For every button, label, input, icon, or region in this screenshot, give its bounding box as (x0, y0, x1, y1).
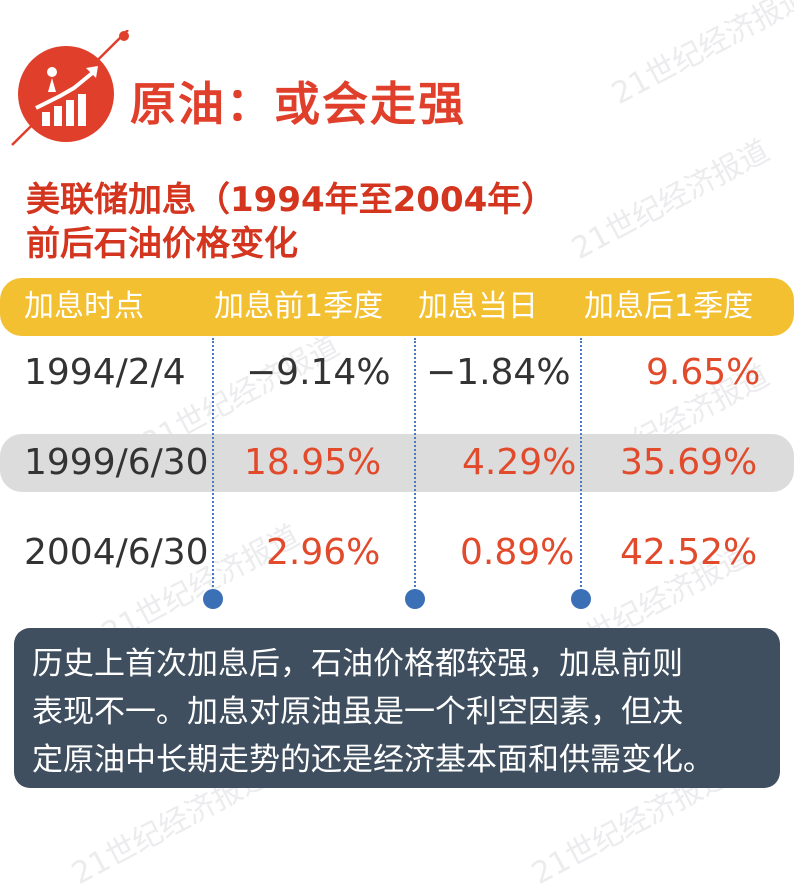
divider-dot (405, 589, 425, 609)
cell-day: −1.84% (426, 352, 571, 393)
table-header: 加息时点 加息前1季度 加息当日 加息后1季度 (0, 278, 794, 336)
cell-date: 2004/6/30 (24, 532, 209, 573)
subtitle: 美联储加息（1994年至2004年） 前后石油价格变化 (26, 178, 555, 266)
cell-after: 9.65% (646, 352, 761, 393)
cell-date: 1994/2/4 (24, 352, 186, 393)
cell-after: 42.52% (620, 532, 758, 573)
column-header: 加息当日 (418, 289, 538, 324)
runner-rising-chart-logo-icon (11, 29, 129, 146)
note-line: 历史上首次加息后，石油价格都较强，加息前则 (32, 646, 683, 682)
column-divider (414, 338, 416, 598)
column-divider (580, 338, 582, 598)
column-header: 加息后1季度 (584, 289, 754, 324)
row-highlight (0, 434, 794, 492)
page-title: 原油：或会走强 (130, 77, 466, 131)
note-line: 表现不一。加息对原油虽是一个利空因素，但决 (32, 694, 683, 730)
divider-dot (203, 589, 223, 609)
column-header: 加息时点 (24, 289, 144, 324)
subtitle-line: 前后石油价格变化 (26, 224, 298, 264)
subtitle-line: 美联储加息（1994年至2004年） (26, 180, 556, 220)
watermark: 21世纪经济报道 (566, 133, 776, 267)
column-header: 加息前1季度 (214, 289, 384, 324)
note-line: 定原油中长期走势的还是经济基本面和供需变化。 (32, 742, 714, 778)
logo (0, 29, 140, 150)
cell-day: 4.29% (462, 442, 577, 483)
cell-before: 18.95% (244, 442, 382, 483)
column-divider (212, 338, 214, 598)
cell-before: −9.14% (246, 352, 391, 393)
cell-date: 1999/6/30 (24, 442, 209, 483)
cell-after: 35.69% (620, 442, 758, 483)
divider-dot (571, 589, 591, 609)
cell-before: 2.96% (266, 532, 381, 573)
summary-note: 历史上首次加息后，石油价格都较强，加息前则 表现不一。加息对原油虽是一个利空因素… (14, 628, 780, 788)
watermark: 21世纪经济报道 (606, 0, 794, 112)
cell-day: 0.89% (460, 532, 575, 573)
